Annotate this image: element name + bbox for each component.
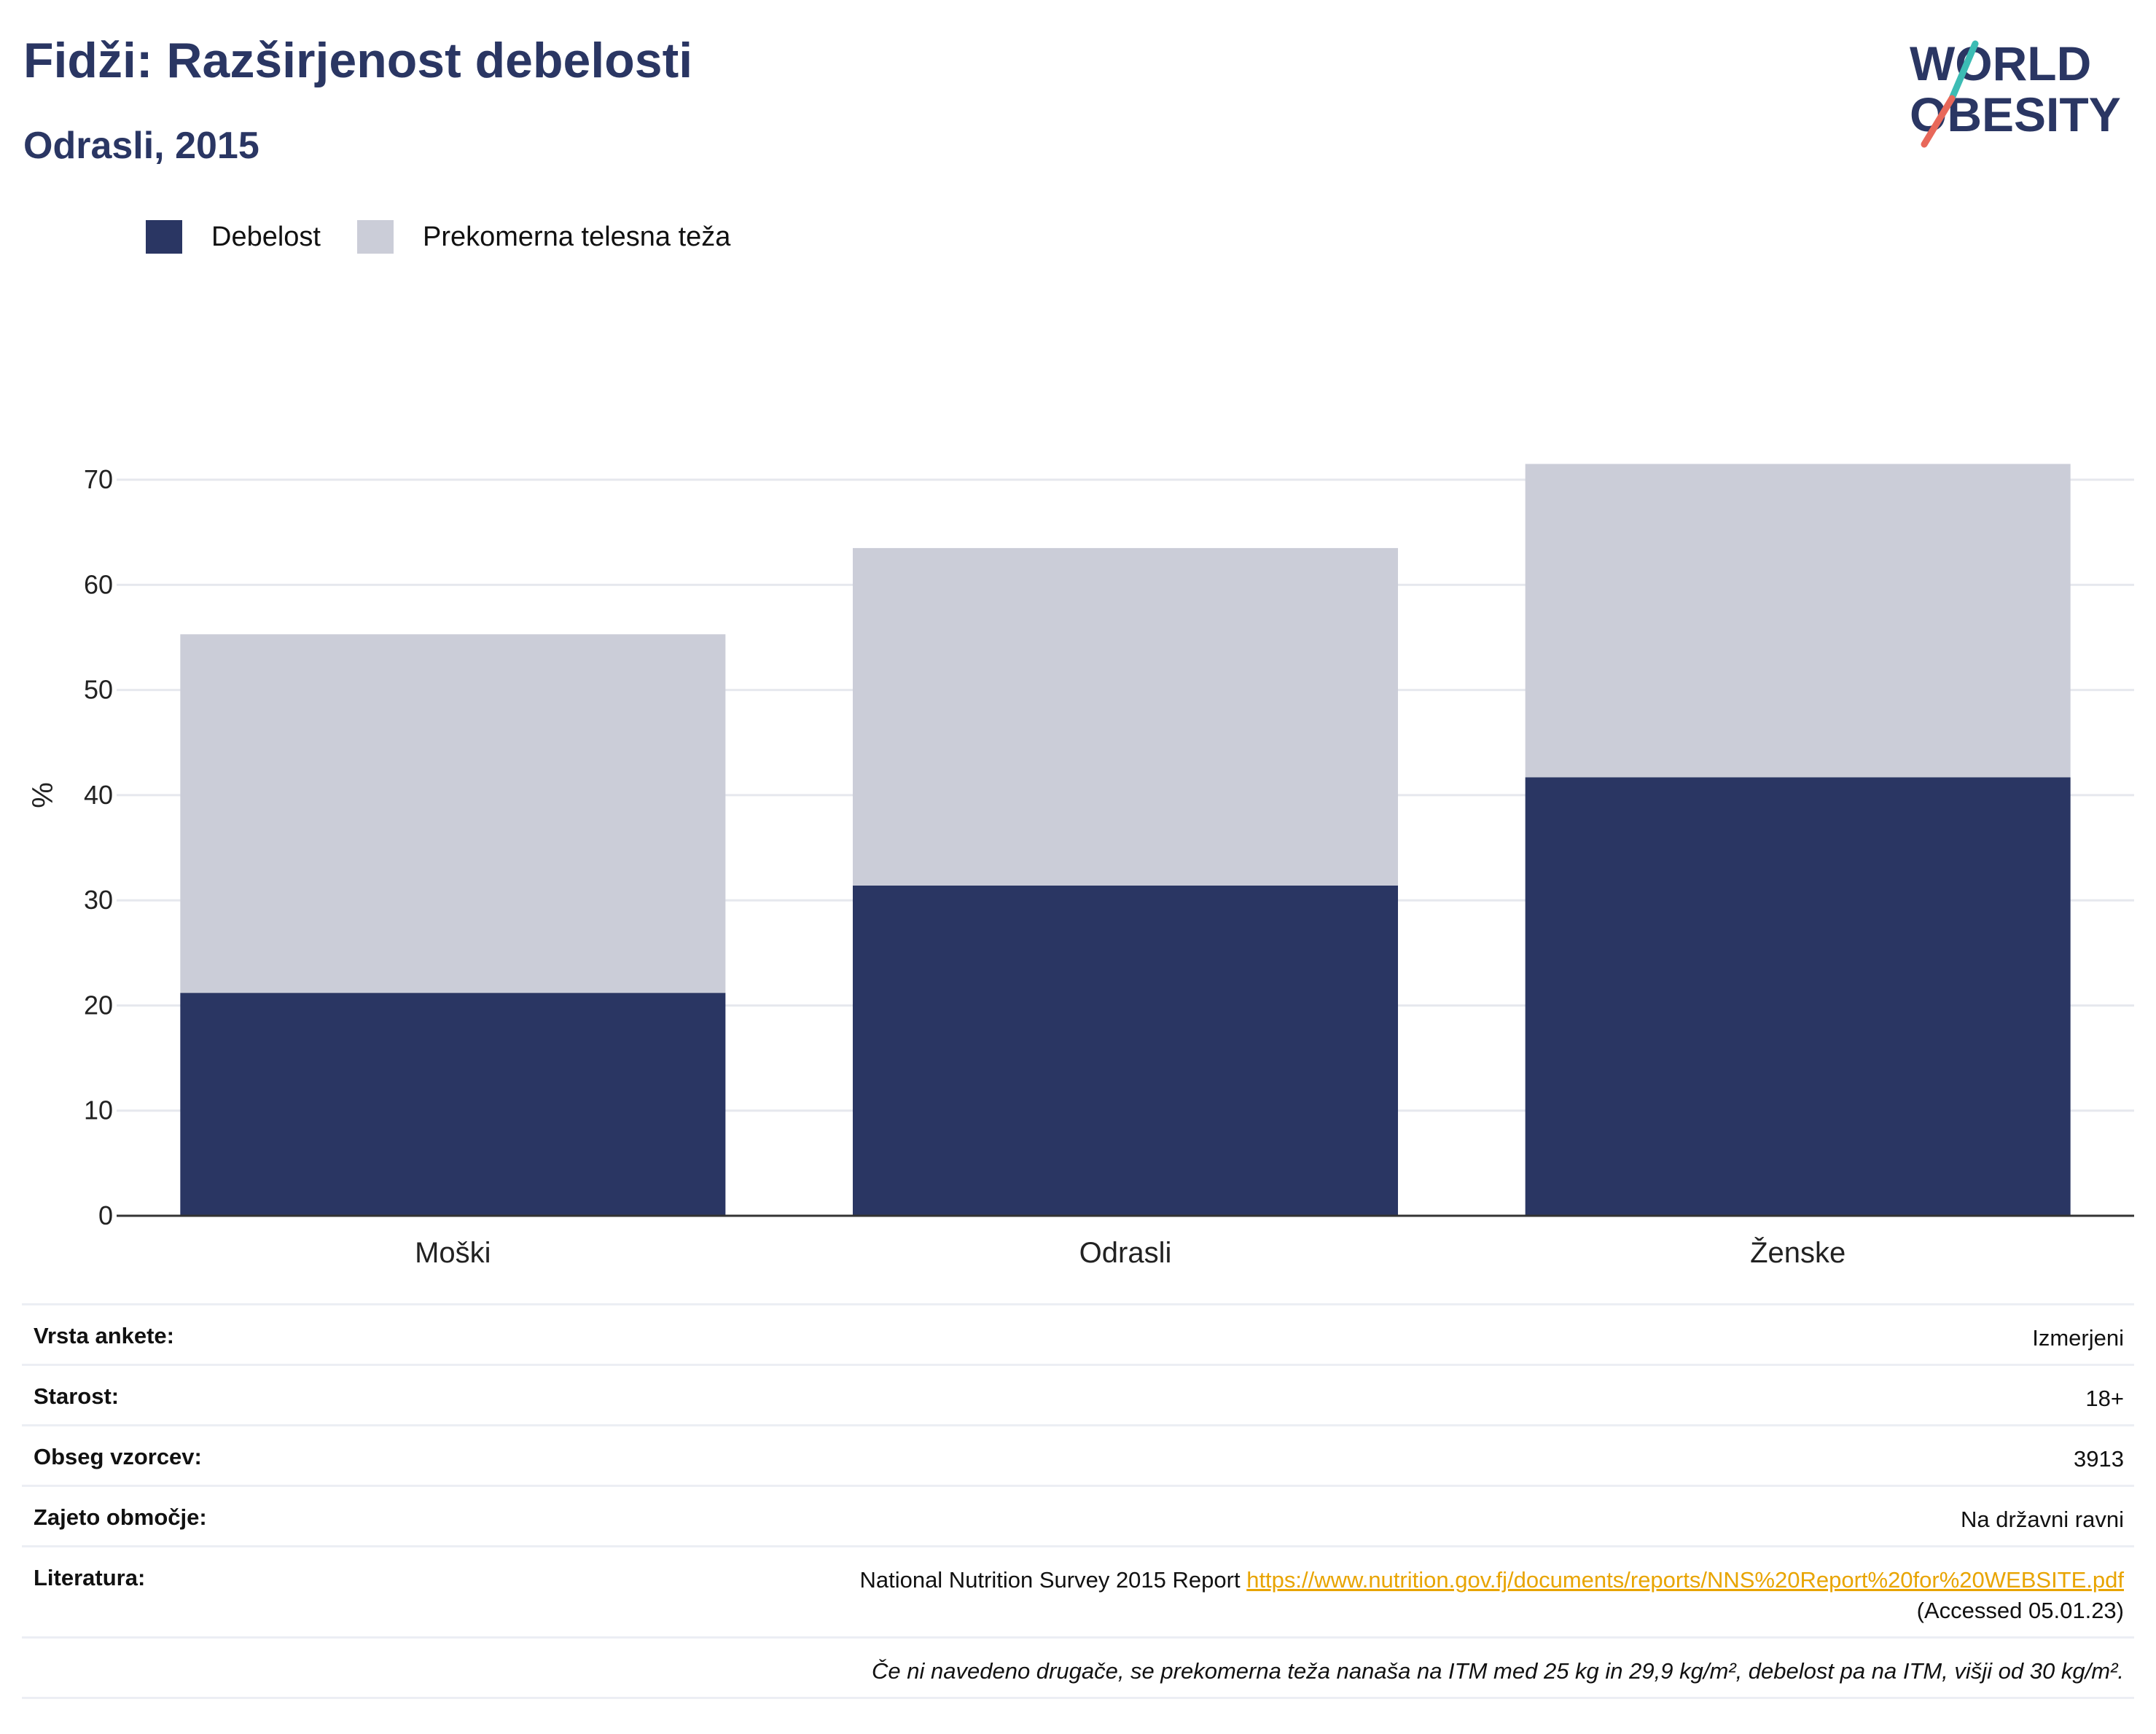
logo-slash-top: [1948, 40, 1979, 102]
chart-legend: Debelost Prekomerna telesna teža: [146, 219, 767, 255]
page-title: Fidži: Razširjenost debelosti: [23, 33, 693, 88]
info-key: Vrsta ankete:: [34, 1323, 174, 1348]
logo-line1: WORLD: [1910, 36, 2091, 90]
info-row-age: Starost: 18+: [22, 1364, 2134, 1424]
info-row-literature: Literatura: National Nutrition Survey 20…: [22, 1545, 2134, 1636]
y-tick-label: 40: [84, 780, 113, 810]
info-value: 3913: [2074, 1446, 2124, 1472]
info-value: National Nutrition Survey 2015 Report ht…: [859, 1565, 2124, 1626]
footnote: Če ni navedeno drugače, se prekomerna te…: [872, 1658, 2124, 1684]
x-tick-label: Odrasli: [1079, 1237, 1172, 1269]
y-tick-label: 0: [98, 1200, 113, 1230]
info-row-sample-size: Obseg vzorcev: 3913: [22, 1424, 2134, 1485]
legend-item-obesity: Debelost: [146, 220, 321, 254]
bar-obesity: [180, 993, 726, 1216]
y-tick-label: 70: [84, 464, 113, 494]
y-tick-label: 20: [84, 990, 113, 1020]
info-key: Zajeto območje:: [34, 1504, 207, 1530]
literature-accessed: (Accessed 05.01.23): [1916, 1598, 2124, 1623]
bar-overweight: [180, 634, 726, 993]
y-tick-label: 30: [84, 885, 113, 915]
y-tick-label: 60: [84, 569, 113, 599]
logo-slash-bottom: [1921, 95, 1956, 148]
info-value: 18+: [2085, 1386, 2124, 1411]
bar-overweight: [1525, 464, 2071, 778]
bar-obesity: [853, 886, 1398, 1216]
info-value: Na državni ravni: [1961, 1507, 2124, 1532]
page-subtitle: Odrasli, 2015: [23, 125, 259, 167]
world-obesity-logo: WORLD OBESITY: [1910, 36, 2121, 148]
info-row-coverage: Zajeto območje: Na državni ravni: [22, 1485, 2134, 1545]
legend-swatch-obesity: [146, 220, 182, 254]
bar-overweight: [853, 547, 1398, 886]
info-key: Starost:: [34, 1383, 120, 1409]
literature-link[interactable]: https://www.nutrition.gov.fj/documents/r…: [1246, 1567, 2124, 1593]
y-axis-label: %: [27, 782, 59, 808]
stacked-bar-chart: 0 10 20 30 40 50 60 70% Moški Odrasli Ženske: [27, 464, 2134, 1269]
info-key: Literatura:: [34, 1565, 146, 1590]
legend-item-overweight: Prekomerna telesna teža: [356, 220, 731, 254]
legend-label-obesity: Debelost: [211, 222, 321, 252]
bar-obesity: [1525, 777, 2071, 1216]
info-value: Izmerjeni: [2032, 1325, 2124, 1351]
y-tick-label: 50: [84, 675, 113, 705]
x-tick-label: Moški: [415, 1237, 491, 1269]
literature-text: National Nutrition Survey 2015 Report: [859, 1567, 1241, 1593]
legend-label-overweight: Prekomerna telesna teža: [422, 222, 731, 252]
info-row-note: Če ni navedeno drugače, se prekomerna te…: [22, 1636, 2134, 1699]
x-tick-label: Ženske: [1750, 1236, 1846, 1269]
y-tick-label: 10: [84, 1096, 113, 1125]
legend-swatch-overweight: [356, 220, 394, 254]
survey-info-table: Vrsta ankete: Izmerjeni Starost: 18+ Obs…: [22, 1303, 2134, 1699]
info-row-survey-type: Vrsta ankete: Izmerjeni: [22, 1303, 2134, 1364]
info-key: Obseg vzorcev:: [34, 1444, 202, 1469]
